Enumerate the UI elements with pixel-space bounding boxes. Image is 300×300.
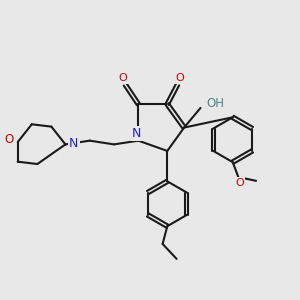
Text: O: O	[176, 74, 184, 83]
Text: N: N	[69, 137, 79, 150]
Text: N: N	[131, 127, 141, 140]
Text: O: O	[236, 178, 244, 188]
Text: O: O	[118, 74, 127, 83]
Text: OH: OH	[206, 97, 224, 110]
Text: O: O	[5, 133, 14, 146]
